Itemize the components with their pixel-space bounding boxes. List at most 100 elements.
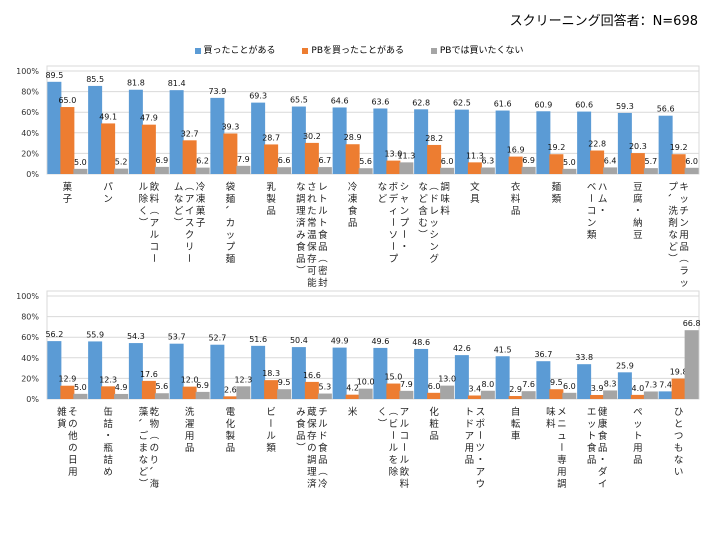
category-label-char: ソ [389,230,399,241]
bar-no-pb [195,167,210,174]
category-label-char: 蔵 [307,406,317,418]
category-label-char: 詰 [103,454,113,466]
data-label: 9.5 [278,378,291,387]
data-label: 48.6 [412,338,430,347]
bar-bought-pb [671,378,686,399]
category-label-char: 車 [511,430,521,442]
category-label-char: ペ [633,407,643,418]
category-label-char: ド [318,431,328,442]
category-label-char: 品 [318,242,328,253]
bar-bought-pb [182,386,197,399]
category-label-char: 封 [318,277,328,289]
bar-bought [617,112,632,174]
data-label: 50.4 [290,336,308,345]
data-label: 52.7 [208,334,226,343]
category-label-char: ー [183,253,194,263]
category-label-char: 飲 [400,466,410,478]
category-label-char: 子 [196,218,206,229]
data-label: 41.5 [494,345,512,354]
category-label-char: な [668,230,678,241]
bar-no-pb [195,391,210,399]
category-label-char: 存 [307,430,317,442]
bar-bought [169,90,184,174]
legend-item-no-pb: PBでは買いたくない [430,43,523,56]
data-label: 12.9 [58,375,76,384]
category-label-char: 乾 [150,406,160,418]
category-label-char: レ [318,182,328,193]
bar-bought [332,107,347,174]
category-label-char: 食 [587,442,597,454]
category-label-char: く [139,206,149,217]
category-label-char: な [418,182,428,193]
data-label: 6.4 [604,156,617,165]
data-label: 13.0 [384,150,402,159]
data-label: 9.5 [550,378,563,387]
bar-bought [658,115,673,174]
category-label-char: つ [674,431,684,442]
data-label: 16.9 [507,146,525,155]
data-label: 81.8 [127,79,145,88]
category-label-char: 、 [147,466,158,476]
data-label: 65.5 [290,96,308,105]
bar-bought [577,111,592,174]
category-label-char: 食 [348,205,358,217]
category-label-char: ム [598,194,608,205]
bar-no-pb [154,166,169,174]
category-label-char: 料 [440,205,450,217]
y-tick-label: 0% [26,170,39,179]
category-label-char: 製 [226,430,236,442]
bar-bought [536,111,551,174]
bar-bought-pb [304,381,319,399]
category-label-char: ル [318,419,328,430]
category-label-char: ・ [598,206,608,217]
bar-bought-pb [467,395,482,399]
category-label-char: ー [386,241,397,251]
data-label: 28.9 [344,133,362,142]
data-label: 28.2 [425,134,443,143]
category-label-char: ィ [389,206,399,217]
category-label-char: 存 [307,253,317,265]
data-label: 32.7 [181,129,199,138]
category-label-char: 雑 [57,406,67,418]
data-label: 6.9 [196,381,209,390]
bar-bought-pb [630,394,645,399]
bar-no-pb [562,392,577,399]
category-label-char: 調 [307,454,317,466]
category-label-char: 、 [136,418,147,428]
bar-bought-pb [671,154,686,174]
category-label-char: 用 [557,467,567,478]
data-label: 2.9 [509,385,522,394]
category-label-char: 米 [348,406,358,418]
category-label-char: （ [316,253,328,263]
legend-swatch-no-pb [430,47,437,54]
category-label-char: カ [226,218,236,229]
category-label-char: イ [598,479,608,490]
data-label: 22.8 [588,140,606,149]
data-label: 61.6 [494,100,512,109]
bar-bought [291,347,306,399]
bar-bought-pb [630,153,645,174]
bar-bought-pb [386,160,401,174]
category-label-char: プ [389,254,399,265]
category-label-char: 調 [296,193,306,205]
category-label-char: 健 [598,406,608,418]
bar-no-pb [236,386,251,399]
data-label: 56.2 [45,330,63,339]
data-label: 6.0 [563,382,576,391]
category-label-char: 瓶 [103,442,113,454]
category-label-char: ル [150,230,160,241]
category-label-char: ハ [598,182,608,193]
bar-bought [128,89,143,174]
bar-no-pb [399,390,414,399]
data-label: 59.3 [616,102,634,111]
category-label-char: ア [465,431,475,442]
category-label-char: ト [465,407,475,418]
data-label: 53.7 [168,333,186,342]
category-label-char: 用 [68,467,78,478]
category-label-char: （ [316,466,328,476]
category-label-char: 豆 [633,230,643,241]
bar-no-pb [358,388,373,399]
bar-no-pb [480,390,495,399]
category-label-char: ラ [679,266,689,277]
bar-bought-pb [386,383,401,399]
